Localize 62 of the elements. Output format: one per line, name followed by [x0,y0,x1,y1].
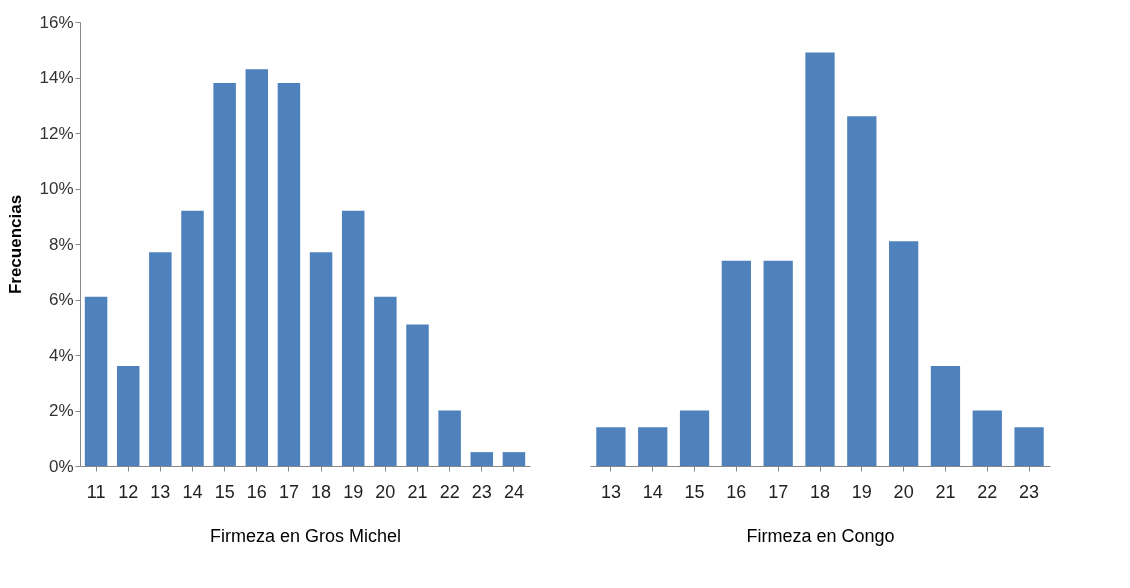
x-tick-label: 23 [471,481,492,502]
bar [438,410,461,466]
bar [596,427,626,466]
x-tick-label: 13 [150,481,171,502]
x-tick-label: 22 [977,481,998,502]
bar [245,69,269,466]
bar [1014,427,1044,466]
bar [213,83,236,466]
x-tick-label: 17 [768,481,789,502]
y-tick-label: 6% [48,290,74,309]
y-tick-label: 0% [48,456,74,476]
bar [277,83,301,466]
y-tick-label: 12% [39,123,74,143]
x-tick-label: 14 [642,481,663,502]
bar [972,410,1002,466]
x-tick-label: 20 [375,481,396,502]
x-tick-label: 15 [684,481,705,502]
x-tick-label: 22 [439,481,460,502]
x-tick-label: 19 [343,481,364,502]
x-tick-label: 14 [182,481,203,502]
x-tick-label: 21 [935,481,956,502]
bar [149,252,172,466]
y-tick-label: 16% [39,12,74,32]
bar [889,241,919,466]
bar [679,410,710,466]
x-tick-label: 13 [600,481,621,502]
x-tick-label: 18 [311,481,332,502]
bar [116,366,140,466]
bar [502,452,526,466]
x-tick-label: 15 [214,481,235,502]
x-tick-label: 23 [1019,481,1040,502]
x-tick-label: 16 [246,481,267,502]
bar [341,210,365,466]
x-tick-label: 16 [726,481,747,502]
bar [406,324,429,466]
y-tick-label: 10% [39,179,74,198]
y-tick-label: 2% [48,401,74,420]
bar [763,260,793,466]
x-tick-label: 11 [86,481,106,502]
bar [84,296,108,466]
x-tick-label: 17 [278,481,299,502]
y-tick-label: 4% [48,345,74,365]
x-tick-label: 24 [503,481,524,502]
y-tick-label: 8% [48,234,74,254]
bar [930,366,961,466]
bar [470,452,494,466]
bar [638,427,668,466]
bar [847,116,877,466]
bar [309,252,333,466]
x-tick-label: 20 [893,481,914,502]
bar [721,260,751,466]
bar [374,296,397,466]
x-axis-title: Firmeza en Congo [746,525,895,546]
y-axis-title: Frecuencias [6,194,26,295]
bar [805,52,835,466]
x-tick-label: 21 [407,481,428,502]
x-axis-title: Firmeza en Gros Michel [209,525,402,546]
x-tick-label: 18 [809,481,831,502]
bar [181,210,204,466]
x-tick-label: 12 [118,481,139,502]
y-tick-label: 14% [39,68,74,87]
x-tick-label: 19 [851,481,872,502]
